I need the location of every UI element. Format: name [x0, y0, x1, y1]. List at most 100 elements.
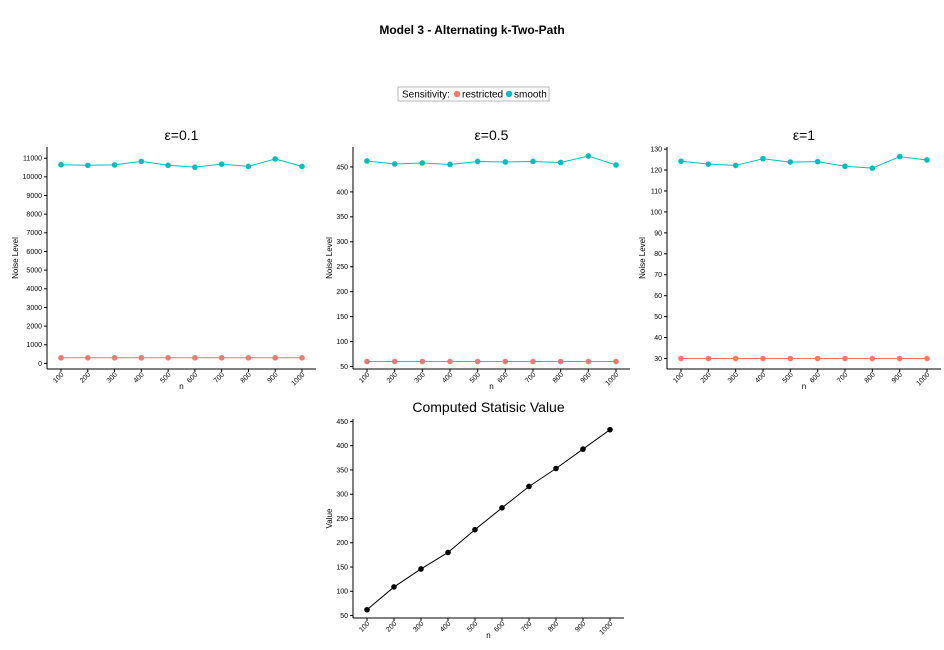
- data-point-smooth: [299, 163, 305, 170]
- x-tick-label: 100: [358, 620, 371, 633]
- data-point-restricted: [896, 355, 903, 362]
- panel-computed-statistic: Computed Statisic Value 50 100 150 200 250 300…: [325, 399, 624, 640]
- legend-marker-smooth: [505, 90, 513, 98]
- data-point-statistic: [553, 465, 559, 472]
- data-point-restricted: [585, 358, 592, 365]
- panel-title: ε=0.1: [165, 127, 199, 143]
- data-point-restricted: [869, 355, 876, 362]
- panel-title: ε=1: [793, 127, 815, 143]
- y-tick-label: 150: [336, 564, 348, 571]
- legend-box: [397, 86, 550, 102]
- data-point-smooth: [138, 158, 145, 165]
- data-point-statistic: [499, 505, 505, 511]
- x-tick-label: 900: [266, 371, 279, 384]
- data-point-smooth: [474, 158, 481, 165]
- y-tick-label: 100: [336, 339, 348, 346]
- x-tick-label: 500: [159, 371, 172, 384]
- y-tick-label: 11000: [23, 156, 42, 163]
- x-tick-label: 500: [466, 620, 479, 633]
- data-point-restricted: [924, 355, 930, 362]
- y-tick-label: 30: [654, 356, 662, 363]
- y-axis-label: Noise Level: [325, 237, 334, 279]
- data-point-restricted: [814, 355, 821, 362]
- x-tick-label: 500: [782, 371, 795, 384]
- data-point-smooth: [111, 162, 118, 168]
- y-tick-label: 0: [38, 361, 42, 368]
- y-tick-label: 450: [336, 164, 348, 171]
- y-tick-label: 400: [336, 189, 348, 196]
- y-axis-label: Noise Level: [638, 237, 647, 279]
- x-tick-label: 700: [836, 371, 849, 384]
- x-tick-label: 800: [552, 371, 565, 384]
- data-point-smooth: [447, 161, 453, 168]
- x-tick-label: 400: [439, 620, 452, 633]
- y-tick-label: 450: [336, 419, 348, 426]
- data-point-restricted: [705, 355, 712, 362]
- y-tick-label: 50: [340, 364, 348, 371]
- legend-title: Sensitivity:: [402, 90, 450, 101]
- data-point-restricted: [447, 358, 453, 365]
- panel-title: Computed Statisic Value: [412, 399, 564, 415]
- x-tick-label: 1000: [915, 371, 931, 387]
- series-line-smooth: [680, 156, 928, 169]
- data-point-smooth: [502, 159, 509, 165]
- y-tick-label: 6000: [26, 249, 42, 256]
- data-point-statistic: [364, 606, 370, 613]
- data-point-restricted: [419, 358, 426, 365]
- data-point-statistic: [418, 566, 424, 572]
- data-point-smooth: [814, 158, 821, 165]
- data-point-smooth: [585, 153, 592, 159]
- data-point-restricted: [192, 355, 198, 361]
- data-point-statistic: [526, 483, 532, 490]
- series-line-statistic: [366, 429, 611, 611]
- data-point-smooth: [165, 162, 171, 169]
- y-tick-label: 7000: [26, 230, 42, 237]
- x-tick-label: 1000: [604, 371, 620, 387]
- x-tick-label: 300: [412, 620, 425, 633]
- x-tick-label: 900: [891, 371, 904, 384]
- data-point-restricted: [218, 355, 225, 361]
- y-tick-label: 2000: [26, 323, 42, 330]
- x-tick-label: 100: [52, 371, 65, 384]
- panel-epsilon-0-5: ε=0.5 50 100 150 200 250 300 350 400 450 100 200 300…: [325, 127, 630, 391]
- y-tick-label: 4000: [26, 286, 42, 293]
- data-point-restricted: [84, 355, 91, 361]
- data-point-restricted: [58, 355, 64, 361]
- x-tick-label: 1000: [290, 371, 306, 387]
- legend-marker-restricted: [453, 90, 461, 98]
- data-point-restricted: [245, 355, 252, 361]
- data-point-restricted: [299, 355, 305, 361]
- x-tick-label: 300: [727, 371, 740, 384]
- x-tick-label: 100: [672, 371, 685, 384]
- x-tick-label: 200: [700, 371, 713, 384]
- panel-epsilon-1: ε=1 30 40 50 60 70 80 90 100 110 120 130 100 200 300 40…: [638, 127, 941, 391]
- y-tick-label: 40: [654, 335, 662, 342]
- data-point-statistic: [391, 584, 397, 590]
- legend-label-smooth: smooth: [514, 90, 547, 101]
- x-tick-label: 400: [441, 371, 454, 384]
- y-tick-label: 100: [650, 209, 662, 216]
- data-point-smooth: [924, 157, 930, 163]
- data-point-restricted: [111, 355, 118, 361]
- data-point-restricted: [613, 358, 619, 365]
- y-axis-label: Noise Level: [11, 237, 20, 279]
- x-tick-label: 200: [386, 371, 399, 384]
- y-tick-label: 250: [336, 516, 348, 523]
- legend: Sensitivity: restricted smooth: [397, 86, 550, 102]
- data-point-smooth: [272, 156, 279, 162]
- data-point-smooth: [530, 158, 536, 165]
- y-tick-label: 250: [336, 264, 348, 271]
- x-tick-label: 400: [754, 371, 767, 384]
- data-point-restricted: [732, 355, 739, 362]
- data-point-smooth: [896, 153, 903, 160]
- y-tick-label: 350: [336, 214, 348, 221]
- x-tick-label: 300: [414, 371, 427, 384]
- y-tick-label: 8000: [26, 212, 42, 219]
- data-point-smooth: [760, 155, 766, 162]
- x-axis-label: n: [486, 631, 490, 640]
- y-tick-label: 50: [340, 613, 348, 620]
- data-point-statistic: [580, 446, 586, 452]
- data-point-smooth: [732, 162, 739, 169]
- data-point-restricted: [557, 358, 564, 365]
- data-point-smooth: [613, 162, 619, 168]
